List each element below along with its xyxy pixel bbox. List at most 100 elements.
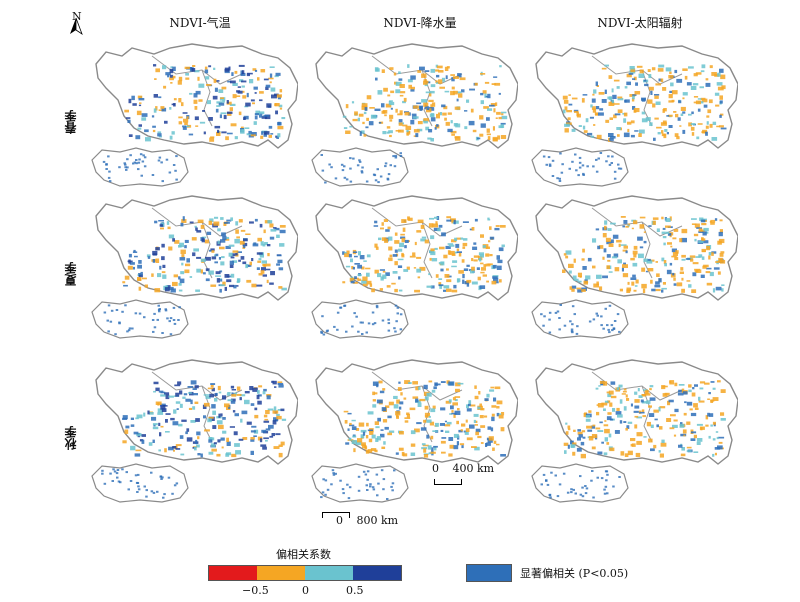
correlation-pixel — [601, 67, 607, 70]
correlation-pixel — [454, 396, 461, 398]
significant-pixel — [394, 304, 398, 307]
correlation-pixel — [259, 99, 263, 102]
correlation-pixel — [236, 251, 242, 253]
significant-pixel — [399, 313, 403, 316]
correlation-pixel — [482, 245, 486, 248]
correlation-pixel — [643, 258, 648, 262]
correlation-pixel — [220, 217, 224, 220]
correlation-pixel — [404, 420, 409, 423]
correlation-pixel — [162, 264, 166, 268]
correlation-pixel — [358, 251, 361, 256]
correlation-pixel — [217, 439, 221, 443]
correlation-pixel — [634, 91, 641, 95]
correlation-pixel — [480, 262, 484, 265]
correlation-pixel — [562, 269, 566, 273]
correlation-pixel — [238, 438, 244, 441]
correlation-pixel — [565, 255, 569, 259]
correlation-pixel — [678, 384, 685, 386]
significant-pixel — [592, 496, 595, 499]
correlation-pixel — [458, 270, 464, 274]
correlation-pixel — [254, 407, 258, 411]
correlation-pixel — [128, 253, 132, 258]
significant-pixel — [334, 177, 338, 180]
correlation-pixel — [186, 437, 193, 442]
correlation-pixel — [354, 255, 358, 258]
correlation-pixel — [219, 114, 222, 119]
correlation-pixel — [654, 284, 661, 288]
significant-pixel — [139, 153, 143, 156]
correlation-pixel — [471, 446, 477, 448]
correlation-pixel — [633, 76, 637, 81]
significant-pixel — [570, 491, 573, 494]
correlation-pixel — [680, 267, 684, 271]
correlation-pixel — [165, 72, 171, 76]
correlation-pixel — [718, 125, 724, 128]
significant-pixel — [608, 163, 612, 166]
correlation-pixel — [210, 284, 217, 287]
significant-pixel — [175, 178, 178, 181]
correlation-pixel — [445, 430, 450, 433]
correlation-pixel — [262, 243, 266, 247]
correlation-pixel — [693, 233, 699, 237]
correlation-pixel — [229, 264, 234, 268]
map-panel-r2-c2 — [311, 195, 518, 339]
significant-pixel — [109, 472, 112, 475]
correlation-pixel — [189, 276, 193, 278]
significance-swatch — [466, 564, 512, 582]
correlation-pixel — [697, 98, 702, 100]
correlation-pixel — [200, 258, 206, 262]
correlation-pixel — [622, 264, 628, 268]
significant-pixel — [597, 157, 600, 160]
significant-pixel — [324, 479, 328, 482]
correlation-pixel — [173, 449, 175, 452]
legend-title: 偏相关系数 — [276, 548, 331, 561]
correlation-pixel — [486, 280, 489, 283]
correlation-pixel — [266, 244, 271, 247]
correlation-pixel — [611, 88, 614, 93]
significant-pixel — [556, 177, 559, 180]
correlation-pixel — [580, 453, 586, 459]
correlation-pixel — [474, 424, 478, 426]
significant-pixel — [394, 154, 398, 157]
correlation-pixel — [632, 250, 638, 255]
correlation-pixel — [577, 437, 581, 441]
correlation-pixel — [375, 68, 380, 72]
correlation-pixel — [573, 429, 576, 432]
correlation-pixel — [404, 417, 411, 419]
correlation-pixel — [684, 75, 688, 80]
correlation-pixel — [170, 74, 174, 78]
correlation-pixel — [604, 420, 607, 422]
significant-pixel — [320, 496, 323, 499]
significant-pixel — [371, 311, 375, 314]
significant-pixel — [173, 322, 177, 325]
correlation-pixel — [388, 401, 394, 406]
significant-pixel — [349, 180, 353, 183]
correlation-pixel — [592, 265, 596, 269]
correlation-pixel — [430, 408, 436, 413]
significant-pixel — [117, 480, 121, 483]
correlation-pixel — [688, 66, 694, 69]
correlation-pixel — [622, 249, 628, 252]
correlation-pixel — [441, 104, 446, 108]
plateau-outline — [315, 43, 518, 149]
correlation-pixel — [204, 239, 209, 244]
correlation-pixel — [690, 86, 697, 90]
correlation-pixel — [232, 260, 238, 263]
correlation-pixel — [201, 238, 205, 243]
significant-pixel — [390, 485, 393, 488]
correlation-pixel — [452, 260, 458, 263]
correlation-pixel — [220, 112, 227, 115]
correlation-pixel — [470, 108, 474, 113]
correlation-pixel — [432, 430, 438, 432]
correlation-pixel — [468, 120, 475, 126]
correlation-pixel — [473, 259, 478, 262]
correlation-pixel — [158, 449, 161, 452]
significant-pixel — [347, 497, 351, 500]
correlation-pixel — [473, 419, 476, 423]
correlation-pixel — [721, 85, 726, 90]
correlation-pixel — [492, 136, 498, 141]
correlation-pixel — [691, 111, 694, 115]
correlation-pixel — [500, 122, 506, 125]
correlation-pixel — [158, 220, 164, 222]
correlation-pixel — [192, 65, 196, 67]
